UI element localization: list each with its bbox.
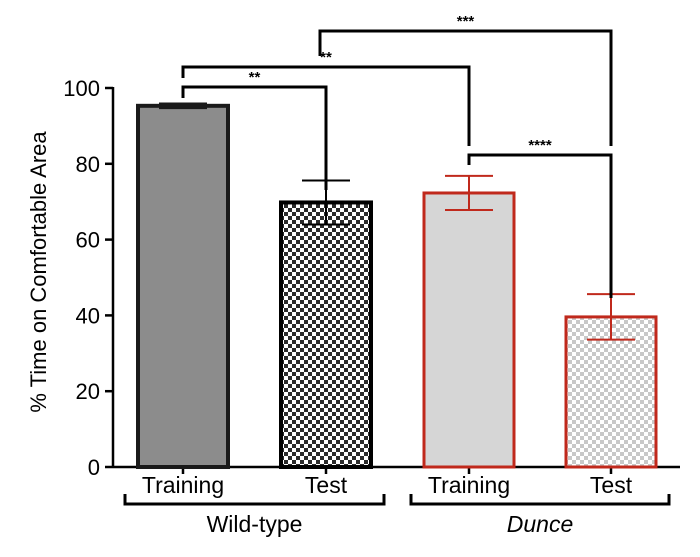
bar-dunce-training: [422, 191, 516, 469]
bar-wild-type-training: [136, 103, 230, 470]
x-category-label: Training: [142, 472, 224, 498]
group-label: Dunce: [507, 511, 573, 537]
y-tick-label: 20: [76, 379, 100, 404]
y-tick-label: 40: [76, 303, 100, 328]
significance-bracket: [181, 65, 471, 146]
y-tick-label: 0: [88, 455, 100, 480]
significance-bracket: [318, 29, 613, 146]
significance-bracket: [467, 153, 613, 298]
y-tick-label: 60: [76, 228, 100, 253]
significance-label: ***: [457, 13, 475, 30]
significance-label: ****: [528, 137, 552, 154]
bar-dunce-test: [564, 315, 658, 469]
y-axis-title: % Time on Comfortable Area: [26, 131, 51, 413]
significance-label: **: [249, 69, 261, 86]
bar-wild-type-test: [279, 200, 373, 469]
x-category-label: Training: [428, 472, 510, 498]
x-category-label: Test: [590, 472, 633, 498]
y-tick-label: 100: [63, 76, 100, 101]
group-bracket: [409, 494, 671, 506]
significance-bracket: [181, 85, 328, 190]
y-tick-label: 80: [76, 152, 100, 177]
x-category-label: Test: [305, 472, 348, 498]
group-label: Wild-type: [207, 511, 303, 537]
significance-label: **: [320, 49, 332, 66]
group-bracket: [123, 494, 386, 506]
